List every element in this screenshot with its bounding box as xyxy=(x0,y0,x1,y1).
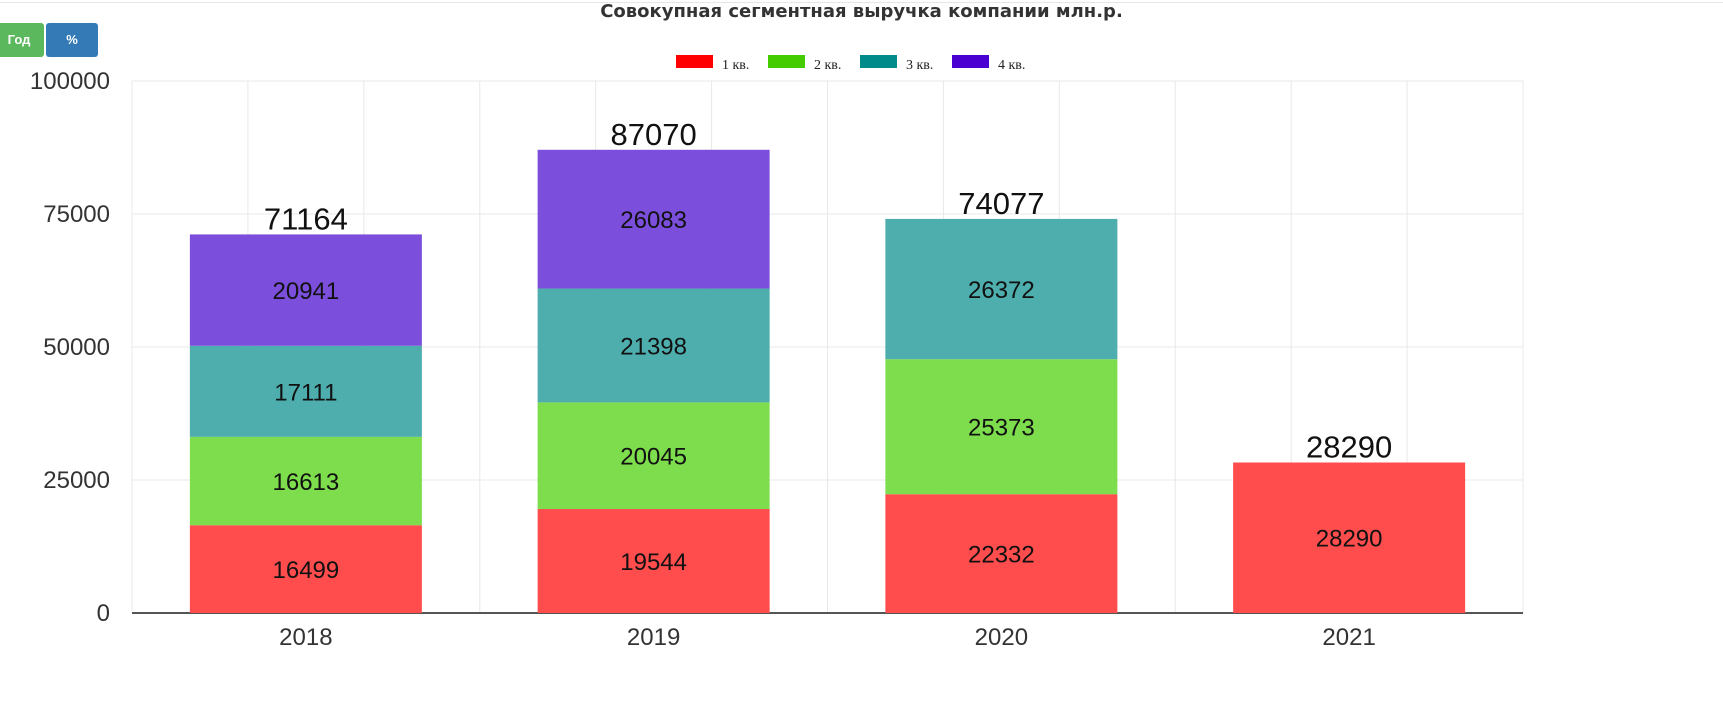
chart-title: Совокупная сегментная выручка компании м… xyxy=(600,1,1123,22)
y-tick-label: 75000 xyxy=(43,201,110,228)
total-value-label: 71164 xyxy=(264,201,348,236)
legend-label: 2 кв. xyxy=(814,58,841,73)
legend-swatch xyxy=(676,55,713,68)
bar-segment xyxy=(537,509,770,613)
bar-segment xyxy=(885,218,1118,360)
segment-value-label: 26083 xyxy=(620,207,687,234)
segment-value-label: 26372 xyxy=(968,277,1035,304)
segment-value-label: 21398 xyxy=(620,333,687,360)
y-tick-label: 100000 xyxy=(30,68,110,95)
bar-segment xyxy=(189,525,422,613)
legend-swatch xyxy=(952,55,989,68)
x-axis: 2018 2019 2020 2021 xyxy=(132,612,1523,651)
legend-label: 3 кв. xyxy=(906,58,933,73)
bar-segment xyxy=(885,359,1118,495)
bar-segment xyxy=(537,288,770,403)
legend-swatch xyxy=(768,55,805,68)
data-labels: 16499 16613 17111 20941 71164 19544 20045 21398… xyxy=(264,117,1392,584)
bar-segment xyxy=(189,234,422,346)
segment-value-label: 17111 xyxy=(274,379,337,406)
x-tick-label: 2018 xyxy=(279,624,332,651)
bar-segment xyxy=(537,402,770,510)
year-button[interactable]: Год xyxy=(0,23,44,57)
bar-segment xyxy=(189,345,422,437)
legend-label: 1 кв. xyxy=(722,58,749,73)
segment-value-label: 25373 xyxy=(968,415,1035,442)
total-value-label: 87070 xyxy=(611,117,697,152)
total-value-label: 28290 xyxy=(1306,429,1392,464)
segment-value-label: 28290 xyxy=(1316,526,1383,553)
legend-label: 4 кв. xyxy=(998,58,1025,73)
y-tick-label: 50000 xyxy=(43,334,110,361)
segment-value-label: 16499 xyxy=(273,557,340,584)
x-tick-label: 2021 xyxy=(1322,624,1375,651)
x-tick-label: 2020 xyxy=(975,624,1028,651)
bars xyxy=(189,149,1466,613)
bar-segment xyxy=(189,436,422,526)
legend: 1 кв. 2 кв. 3 кв. 4 кв. xyxy=(676,55,1025,73)
y-tick-label: 25000 xyxy=(43,467,110,494)
segment-value-label: 20941 xyxy=(273,278,340,305)
segment-value-label: 19544 xyxy=(620,549,687,576)
bar-segment xyxy=(537,149,770,289)
y-axis: 0 25000 50000 75000 100000 xyxy=(30,68,110,627)
top-divider xyxy=(0,2,1723,3)
percent-button[interactable]: % xyxy=(46,23,98,57)
segment-value-label: 20045 xyxy=(620,444,687,471)
x-tick-label: 2019 xyxy=(627,624,680,651)
bar-segment xyxy=(1233,462,1466,613)
total-value-label: 74077 xyxy=(958,186,1044,221)
segment-value-label: 22332 xyxy=(968,542,1035,569)
legend-swatch xyxy=(860,55,897,68)
segment-value-label: 16613 xyxy=(273,469,340,496)
y-tick-label: 0 xyxy=(97,600,110,627)
bar-segment xyxy=(885,494,1118,613)
